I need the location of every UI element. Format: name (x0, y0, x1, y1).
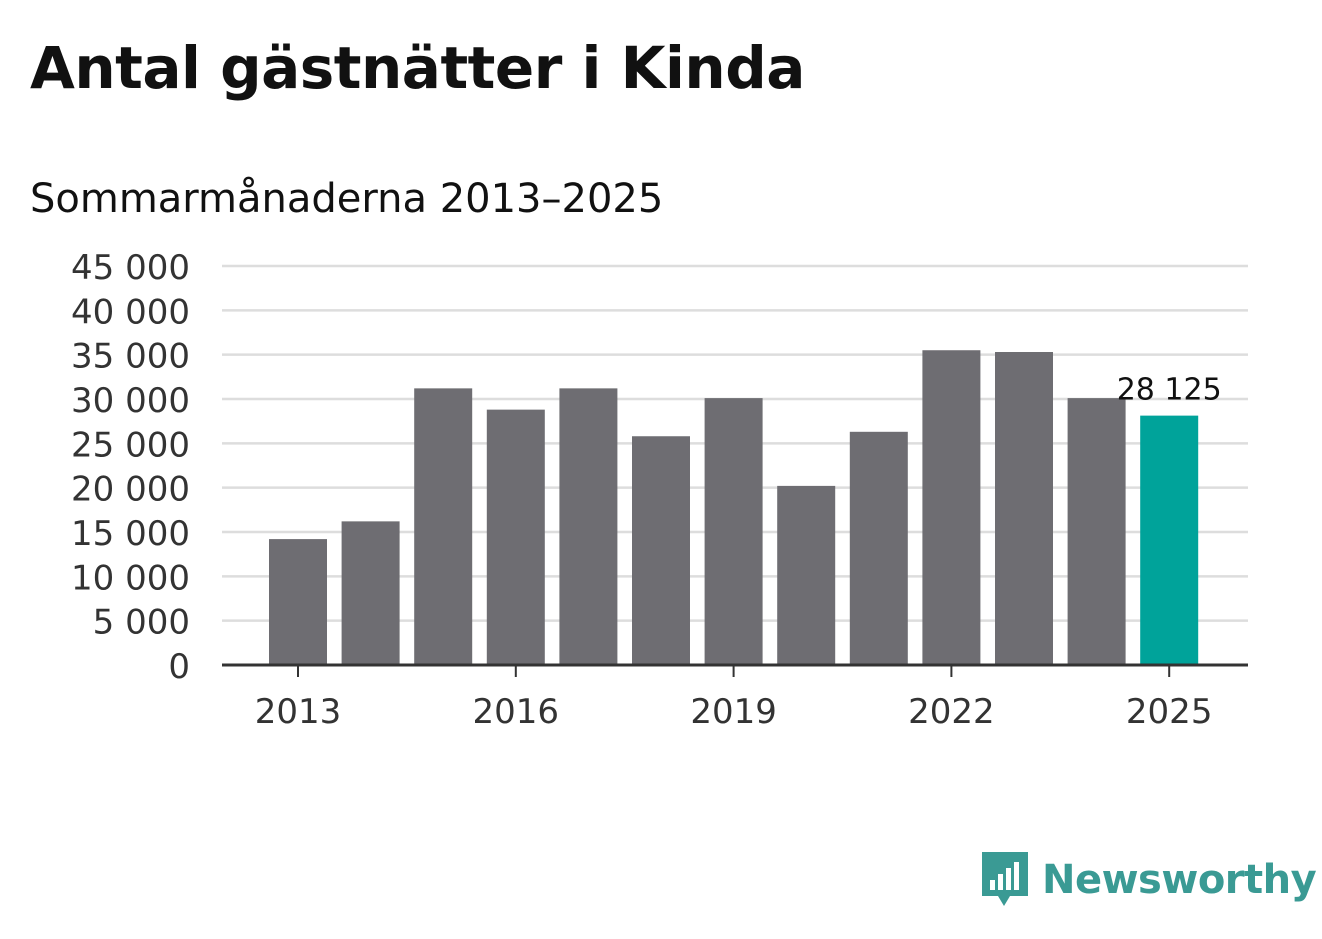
data-label: 28 125 (1117, 373, 1222, 408)
bar-2022 (922, 350, 981, 665)
y-tick-label: 25 000 (71, 425, 190, 465)
y-tick-label: 5 000 (93, 603, 190, 643)
y-tick-label: 40 000 (71, 292, 190, 332)
x-tick-label: 2016 (473, 692, 560, 732)
bar-2020 (777, 485, 836, 665)
x-tick-label: 2022 (908, 692, 995, 732)
bar-2024 (1067, 398, 1126, 665)
chart-subtitle: Sommarmånaderna 2013–2025 (30, 176, 664, 222)
newsworthy-logo-icon (982, 852, 1028, 906)
y-tick-label: 20 000 (71, 470, 190, 510)
x-tick-label: 2013 (255, 692, 342, 732)
y-tick-label: 30 000 (71, 381, 190, 421)
bar-2023 (995, 352, 1053, 665)
chart-title: Antal gästnätter i Kinda (30, 34, 805, 102)
x-tick-label: 2025 (1126, 692, 1213, 732)
bar-2016 (486, 409, 545, 665)
y-tick-label: 45 000 (71, 248, 190, 288)
bar-2015 (414, 388, 473, 665)
y-tick-label: 35 000 (71, 337, 190, 377)
bar-2025 (1140, 415, 1199, 665)
bar-2017 (559, 388, 618, 665)
brand-name: Newsworthy (1042, 857, 1317, 903)
x-tick-label: 2019 (690, 692, 777, 732)
bar-2019 (704, 398, 763, 665)
bar-2021 (849, 431, 908, 665)
bar-2013 (269, 539, 327, 665)
newsworthy-logo: Newsworthy (980, 850, 1317, 910)
bar-2018 (632, 436, 690, 665)
bar-2014 (341, 521, 400, 665)
y-tick-label: 10 000 (71, 558, 190, 598)
y-tick-label: 0 (168, 647, 190, 687)
y-tick-label: 15 000 (71, 514, 190, 554)
